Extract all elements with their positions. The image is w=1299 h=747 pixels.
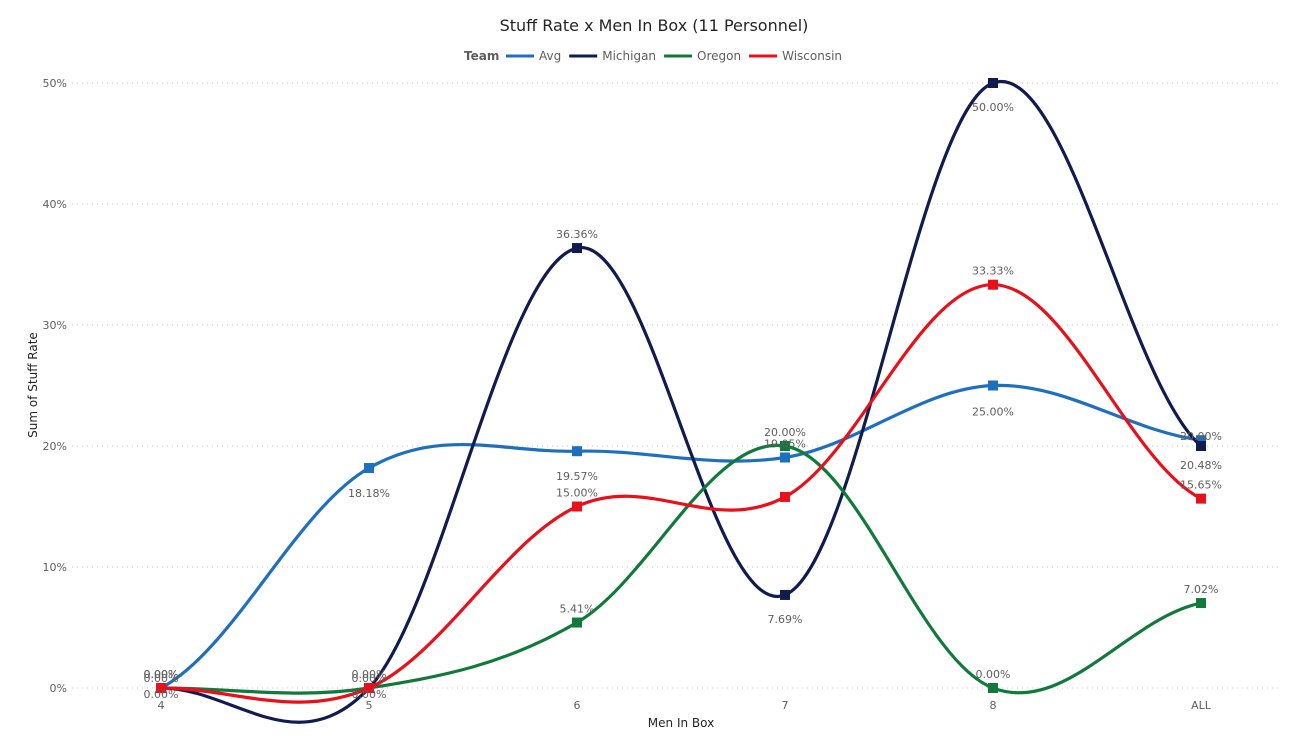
data-label: 25.00%: [972, 406, 1014, 419]
y-tick-label: 20%: [43, 440, 67, 453]
data-point: [780, 452, 790, 463]
data-point: [364, 683, 374, 693]
data-label: 0.00%: [352, 668, 387, 681]
data-label: 20.48%: [1180, 459, 1222, 472]
data-label: 15.00%: [556, 487, 598, 500]
series-line: [160, 443, 1202, 695]
data-label: 33.33%: [972, 265, 1014, 278]
data-label: 20.00%: [1180, 430, 1222, 443]
data-label: 0.00%: [144, 668, 179, 681]
data-label: 19.05%: [764, 437, 806, 450]
data-point: [572, 617, 582, 628]
legend-item-label: Michigan: [602, 49, 656, 63]
data-label: 18.18%: [348, 487, 390, 500]
data-point: [988, 78, 998, 88]
data-labels: 0.00% 18.18% 19.57% 19.05% 25.00% 20.48% 0.00%…: [144, 101, 1222, 701]
data-point: [156, 683, 166, 693]
y-tick-label: 30%: [43, 319, 67, 332]
data-point: [572, 501, 582, 512]
data-point: [1196, 598, 1206, 609]
legend-item-label: Wisconsin: [782, 49, 842, 63]
y-axis-title: Sum of Stuff Rate: [26, 332, 40, 438]
data-point: [988, 683, 998, 693]
data-label: 0.00%: [352, 688, 387, 701]
x-tick-label: 6: [574, 699, 581, 712]
data-point: [780, 589, 790, 600]
legend-item-label: Avg: [539, 49, 561, 63]
y-tick-label: 50%: [43, 77, 67, 90]
data-point: [988, 279, 998, 290]
x-tick-label: 5: [366, 699, 373, 712]
y-axis: 0% 10% 20% 30% 40% 50%: [43, 77, 67, 695]
data-label: 0.00%: [144, 672, 179, 685]
x-axis-title: Men In Box: [648, 716, 714, 730]
data-label: 50.00%: [972, 101, 1014, 114]
data-label: 5.41%: [560, 603, 595, 616]
series-line: [160, 283, 1202, 704]
data-point: [364, 463, 374, 474]
data-label: 0.00%: [144, 688, 179, 701]
data-point: [572, 243, 582, 254]
x-tick-label: 8: [990, 699, 997, 712]
data-point: [1196, 493, 1206, 504]
data-label: 36.36%: [556, 228, 598, 241]
data-point: [572, 446, 582, 457]
data-point: [780, 491, 790, 502]
series-line: [160, 383, 1202, 690]
x-tick-label: 7: [782, 699, 789, 712]
legend-title: Team: [464, 49, 499, 63]
data-label: 0.00%: [976, 668, 1011, 681]
y-tick-label: 40%: [43, 198, 67, 211]
data-point: [780, 441, 790, 451]
series-group: [156, 78, 1206, 724]
data-label: 0.00%: [352, 672, 387, 685]
data-label: 19.57%: [556, 470, 598, 483]
x-tick-label: 4: [158, 699, 165, 712]
chart-title: Stuff Rate x Men In Box (11 Personnel): [500, 16, 809, 35]
x-axis: 4 5 6 7 8 ALL: [158, 699, 1212, 712]
data-label: 15.65%: [1180, 479, 1222, 492]
y-tick-label: 0%: [50, 682, 67, 695]
data-label: 7.69%: [768, 613, 803, 626]
y-tick-label: 10%: [43, 561, 67, 574]
data-point: [988, 380, 998, 391]
data-label: 7.02%: [1184, 583, 1219, 596]
data-point: [1196, 435, 1206, 446]
data-label: 0.00%: [144, 668, 179, 681]
legend: Team Avg Michigan Oregon Wisconsin: [464, 49, 842, 63]
series-line: [160, 79, 1203, 724]
data-label: 20.00%: [764, 426, 806, 439]
x-tick-label: ALL: [1191, 699, 1212, 712]
data-point: [1196, 441, 1206, 451]
legend-item-label: Oregon: [697, 49, 741, 63]
